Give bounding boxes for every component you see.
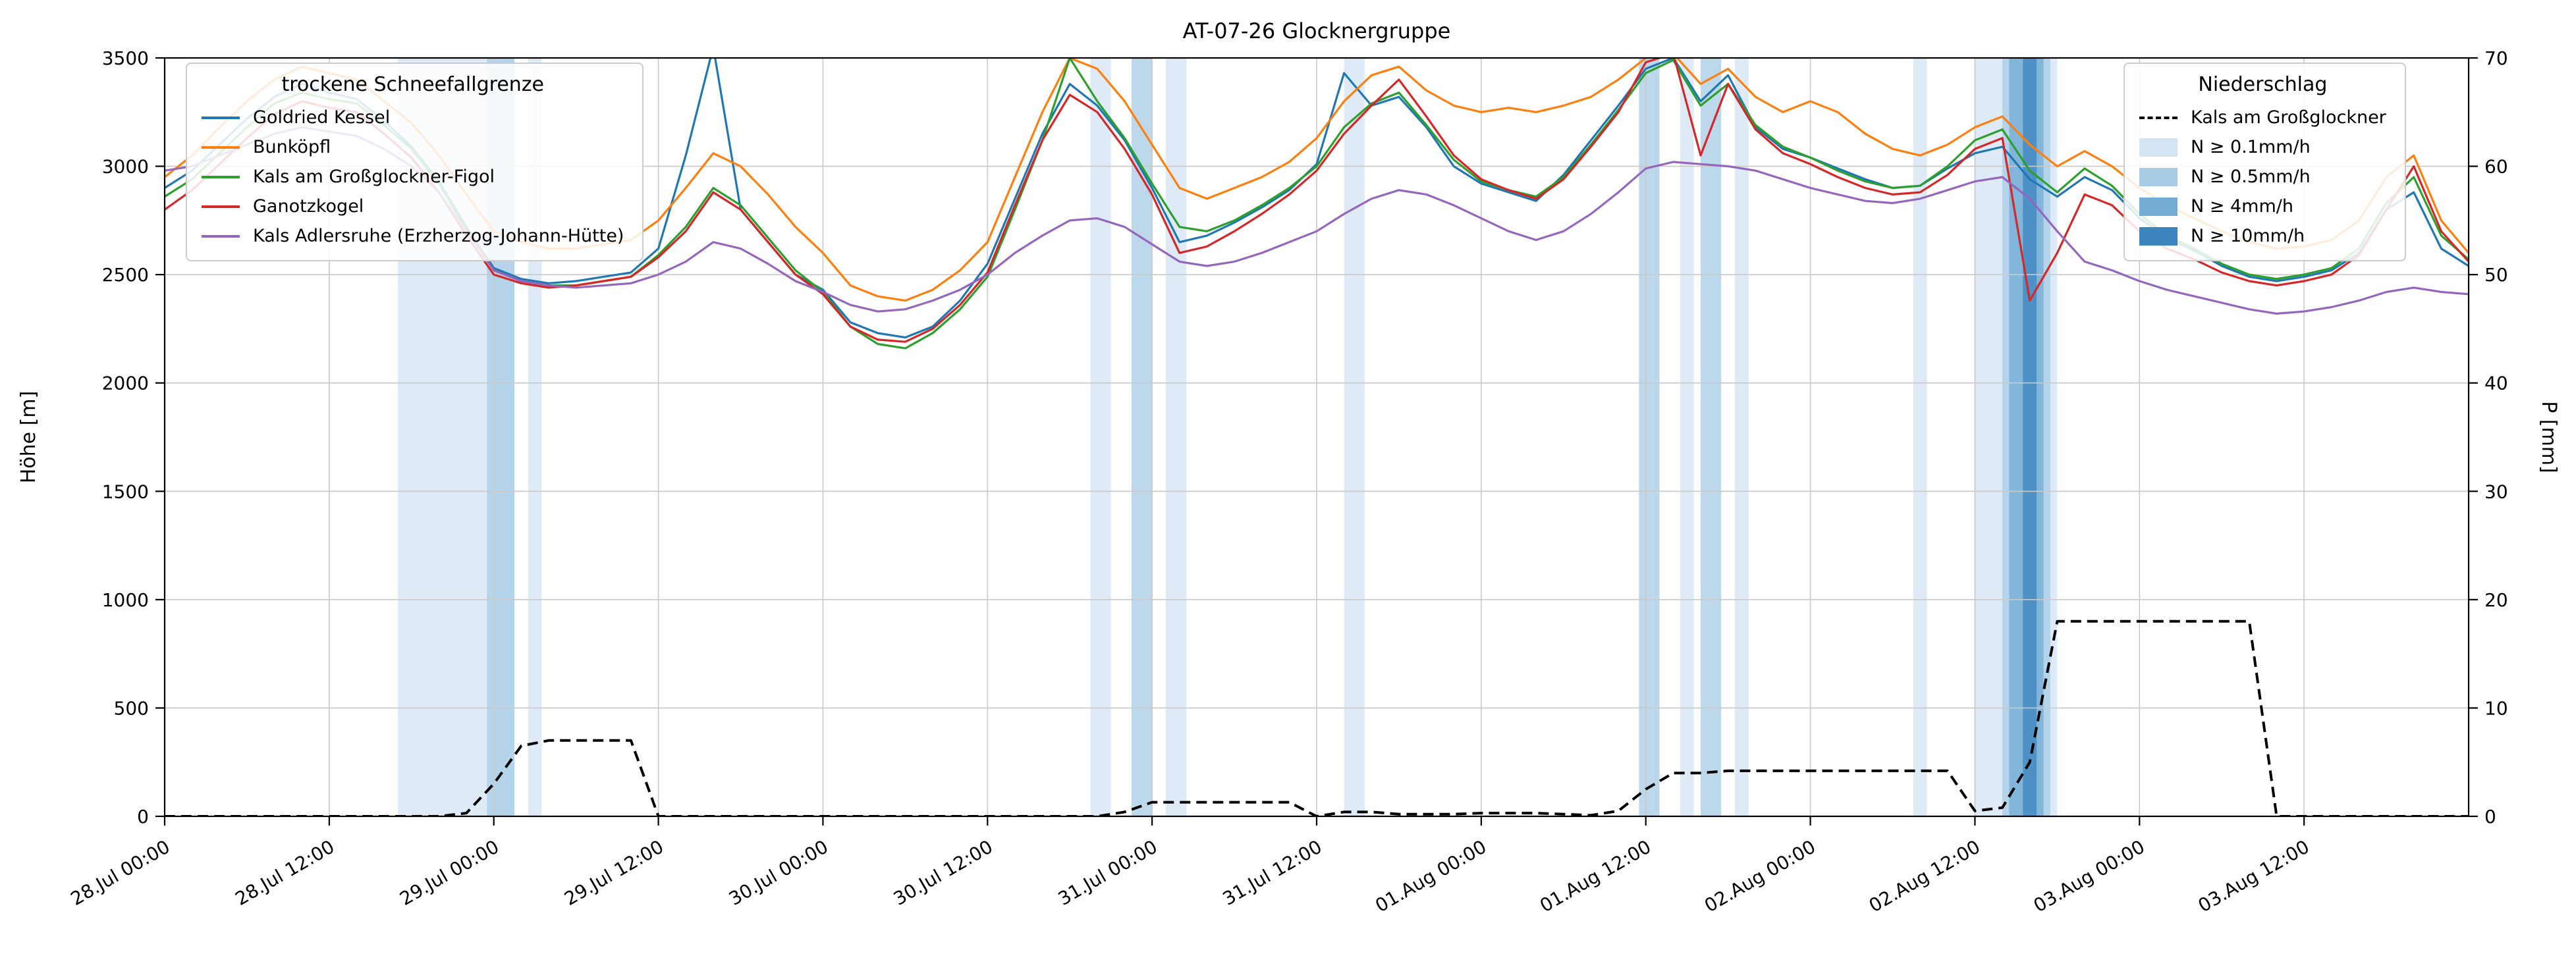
tick-label-y-right: 30	[2484, 481, 2508, 502]
tick-label-y-right: 20	[2484, 589, 2508, 611]
legend-entry: N ≥ 0.1mm/h	[2135, 132, 2390, 162]
legend-line-swatch	[202, 116, 240, 119]
tick-label-y-right: 0	[2484, 806, 2496, 828]
precip-band	[1735, 58, 1749, 816]
legend-dashed-line-swatch	[2139, 116, 2178, 119]
legend-line-swatch	[202, 234, 240, 238]
legend-entry: Kals am Großglockner-Figol	[198, 162, 628, 192]
precip-band	[1090, 58, 1111, 816]
precip-band	[1913, 58, 1927, 816]
tick-label-y-right: 70	[2484, 47, 2508, 69]
legend-entry: N ≥ 10mm/h	[2135, 221, 2390, 251]
precip-band	[1639, 58, 1660, 816]
legend-entry: N ≥ 4mm/h	[2135, 192, 2390, 221]
legend-entry-label: Kals Adlersruhe (Erzherzog-Johann-Hütte)	[253, 226, 624, 246]
tick-label-y-left: 0	[137, 806, 149, 828]
legend-patch-swatch	[2139, 226, 2178, 246]
legend-entry-label: Kals am Großglockner	[2191, 107, 2386, 128]
legend-entry-label: Ganotzkogel	[253, 196, 364, 217]
tick-label-x: 03.Aug 00:00	[2030, 835, 2149, 916]
tick-label-y-right: 10	[2484, 697, 2508, 719]
tick-label-y-left: 2000	[102, 373, 149, 394]
chart-title: AT-07-26 Glocknergruppe	[1182, 18, 1451, 43]
legend-precip: Niederschlag Kals am Großglockner N ≥ 0.1…	[2124, 63, 2406, 261]
legend-snowline: trockene Schneefallgrenze Goldried Kesse…	[186, 63, 644, 261]
y-axis-label-right: P [mm]	[2537, 401, 2560, 473]
legend-entry: Kals am Großglockner	[2135, 103, 2390, 132]
legend-line-swatch	[202, 175, 240, 178]
series-line	[165, 58, 2469, 339]
tick-label-x: 28.Jul 00:00	[67, 835, 174, 910]
legend-patch-swatch	[2139, 138, 2178, 157]
precip-band	[1680, 58, 1694, 816]
legend-entry: Goldried Kessel	[198, 103, 628, 132]
legend-precip-entries: Kals am Großglockner N ≥ 0.1mm/h N ≥ 0.5mm…	[2135, 103, 2390, 251]
series-line	[165, 126, 2469, 315]
precip-band	[1344, 58, 1365, 816]
tick-label-y-left: 2500	[102, 264, 149, 286]
precip-band	[2023, 58, 2037, 816]
legend-entry-label: Goldried Kessel	[253, 107, 391, 128]
legend-snowline-entries: Goldried Kessel Bunköpfl Kals am Großglock…	[198, 103, 628, 251]
legend-entry-label: Bunköpfl	[253, 137, 331, 157]
tick-label-y-left: 1000	[102, 589, 149, 611]
legend-patch-swatch	[2139, 197, 2178, 216]
precip-band	[1701, 58, 1722, 816]
tick-label-x: 02.Aug 00:00	[1701, 835, 1819, 916]
legend-entry-label: Kals am Großglockner-Figol	[253, 167, 495, 187]
tick-label-y-right: 60	[2484, 156, 2508, 178]
tick-label-x: 01.Aug 12:00	[1536, 835, 1655, 916]
tick-label-x: 30.Jul 00:00	[725, 835, 832, 910]
tick-label-y-right: 50	[2484, 264, 2508, 286]
legend-entry: Ganotzkogel	[198, 192, 628, 221]
tick-label-y-left: 500	[114, 697, 149, 719]
legend-line-swatch	[202, 145, 240, 149]
legend-entry: Bunköpfl	[198, 132, 628, 162]
legend-entry-label: N ≥ 4mm/h	[2191, 196, 2293, 217]
tick-label-x: 01.Aug 00:00	[1371, 835, 1490, 916]
legend-entry-label: N ≥ 0.1mm/h	[2191, 137, 2311, 157]
tick-label-x: 03.Aug 12:00	[2195, 835, 2313, 916]
legend-line-swatch	[202, 205, 240, 208]
precip-line	[165, 619, 2469, 816]
precip-band	[1131, 58, 1153, 816]
tick-label-x: 28.Jul 12:00	[231, 835, 338, 910]
legend-entry: N ≥ 0.5mm/h	[2135, 162, 2390, 192]
legend-precip-title: Niederschlag	[2198, 73, 2328, 96]
series-line	[165, 58, 2469, 343]
tick-label-y-left: 1500	[102, 481, 149, 502]
legend-patch-swatch	[2139, 167, 2178, 186]
legend-entry-label: N ≥ 10mm/h	[2191, 226, 2305, 246]
tick-label-y-left: 3000	[102, 156, 149, 178]
tick-label-x: 31.Jul 12:00	[1219, 835, 1326, 910]
tick-label-x: 02.Aug 12:00	[1865, 835, 1984, 916]
tick-label-y-right: 40	[2484, 373, 2508, 394]
tick-label-y-left: 3500	[102, 47, 149, 69]
tick-label-x: 31.Jul 00:00	[1055, 835, 1161, 910]
tick-label-x: 30.Jul 12:00	[890, 835, 997, 910]
precip-bands	[397, 58, 2058, 816]
tick-label-x: 29.Jul 00:00	[396, 835, 503, 910]
y-axis-label-left: Höhe [m]	[17, 390, 40, 484]
tick-label-x: 29.Jul 12:00	[561, 835, 667, 910]
legend-entry-label: N ≥ 0.5mm/h	[2191, 167, 2311, 187]
legend-snowline-title: trockene Schneefallgrenze	[281, 73, 544, 96]
legend-entry: Kals Adlersruhe (Erzherzog-Johann-Hütte)	[198, 221, 628, 251]
